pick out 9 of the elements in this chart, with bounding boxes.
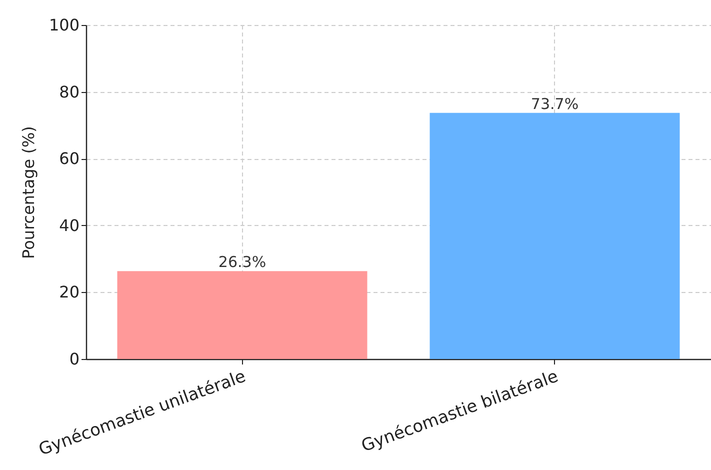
y-tick-label: 20 (59, 282, 80, 302)
y-tick-label: 40 (59, 216, 80, 235)
y-axis-title: Pourcentage (%) (18, 126, 38, 259)
y-tick-label: 60 (59, 149, 80, 168)
y-tick-label: 100 (48, 16, 80, 34)
data-label: 73.7% (530, 94, 579, 113)
y-tick-label: 0 (69, 350, 80, 368)
data-label: 26.3% (218, 253, 266, 272)
y-tick-label: 80 (59, 82, 80, 102)
